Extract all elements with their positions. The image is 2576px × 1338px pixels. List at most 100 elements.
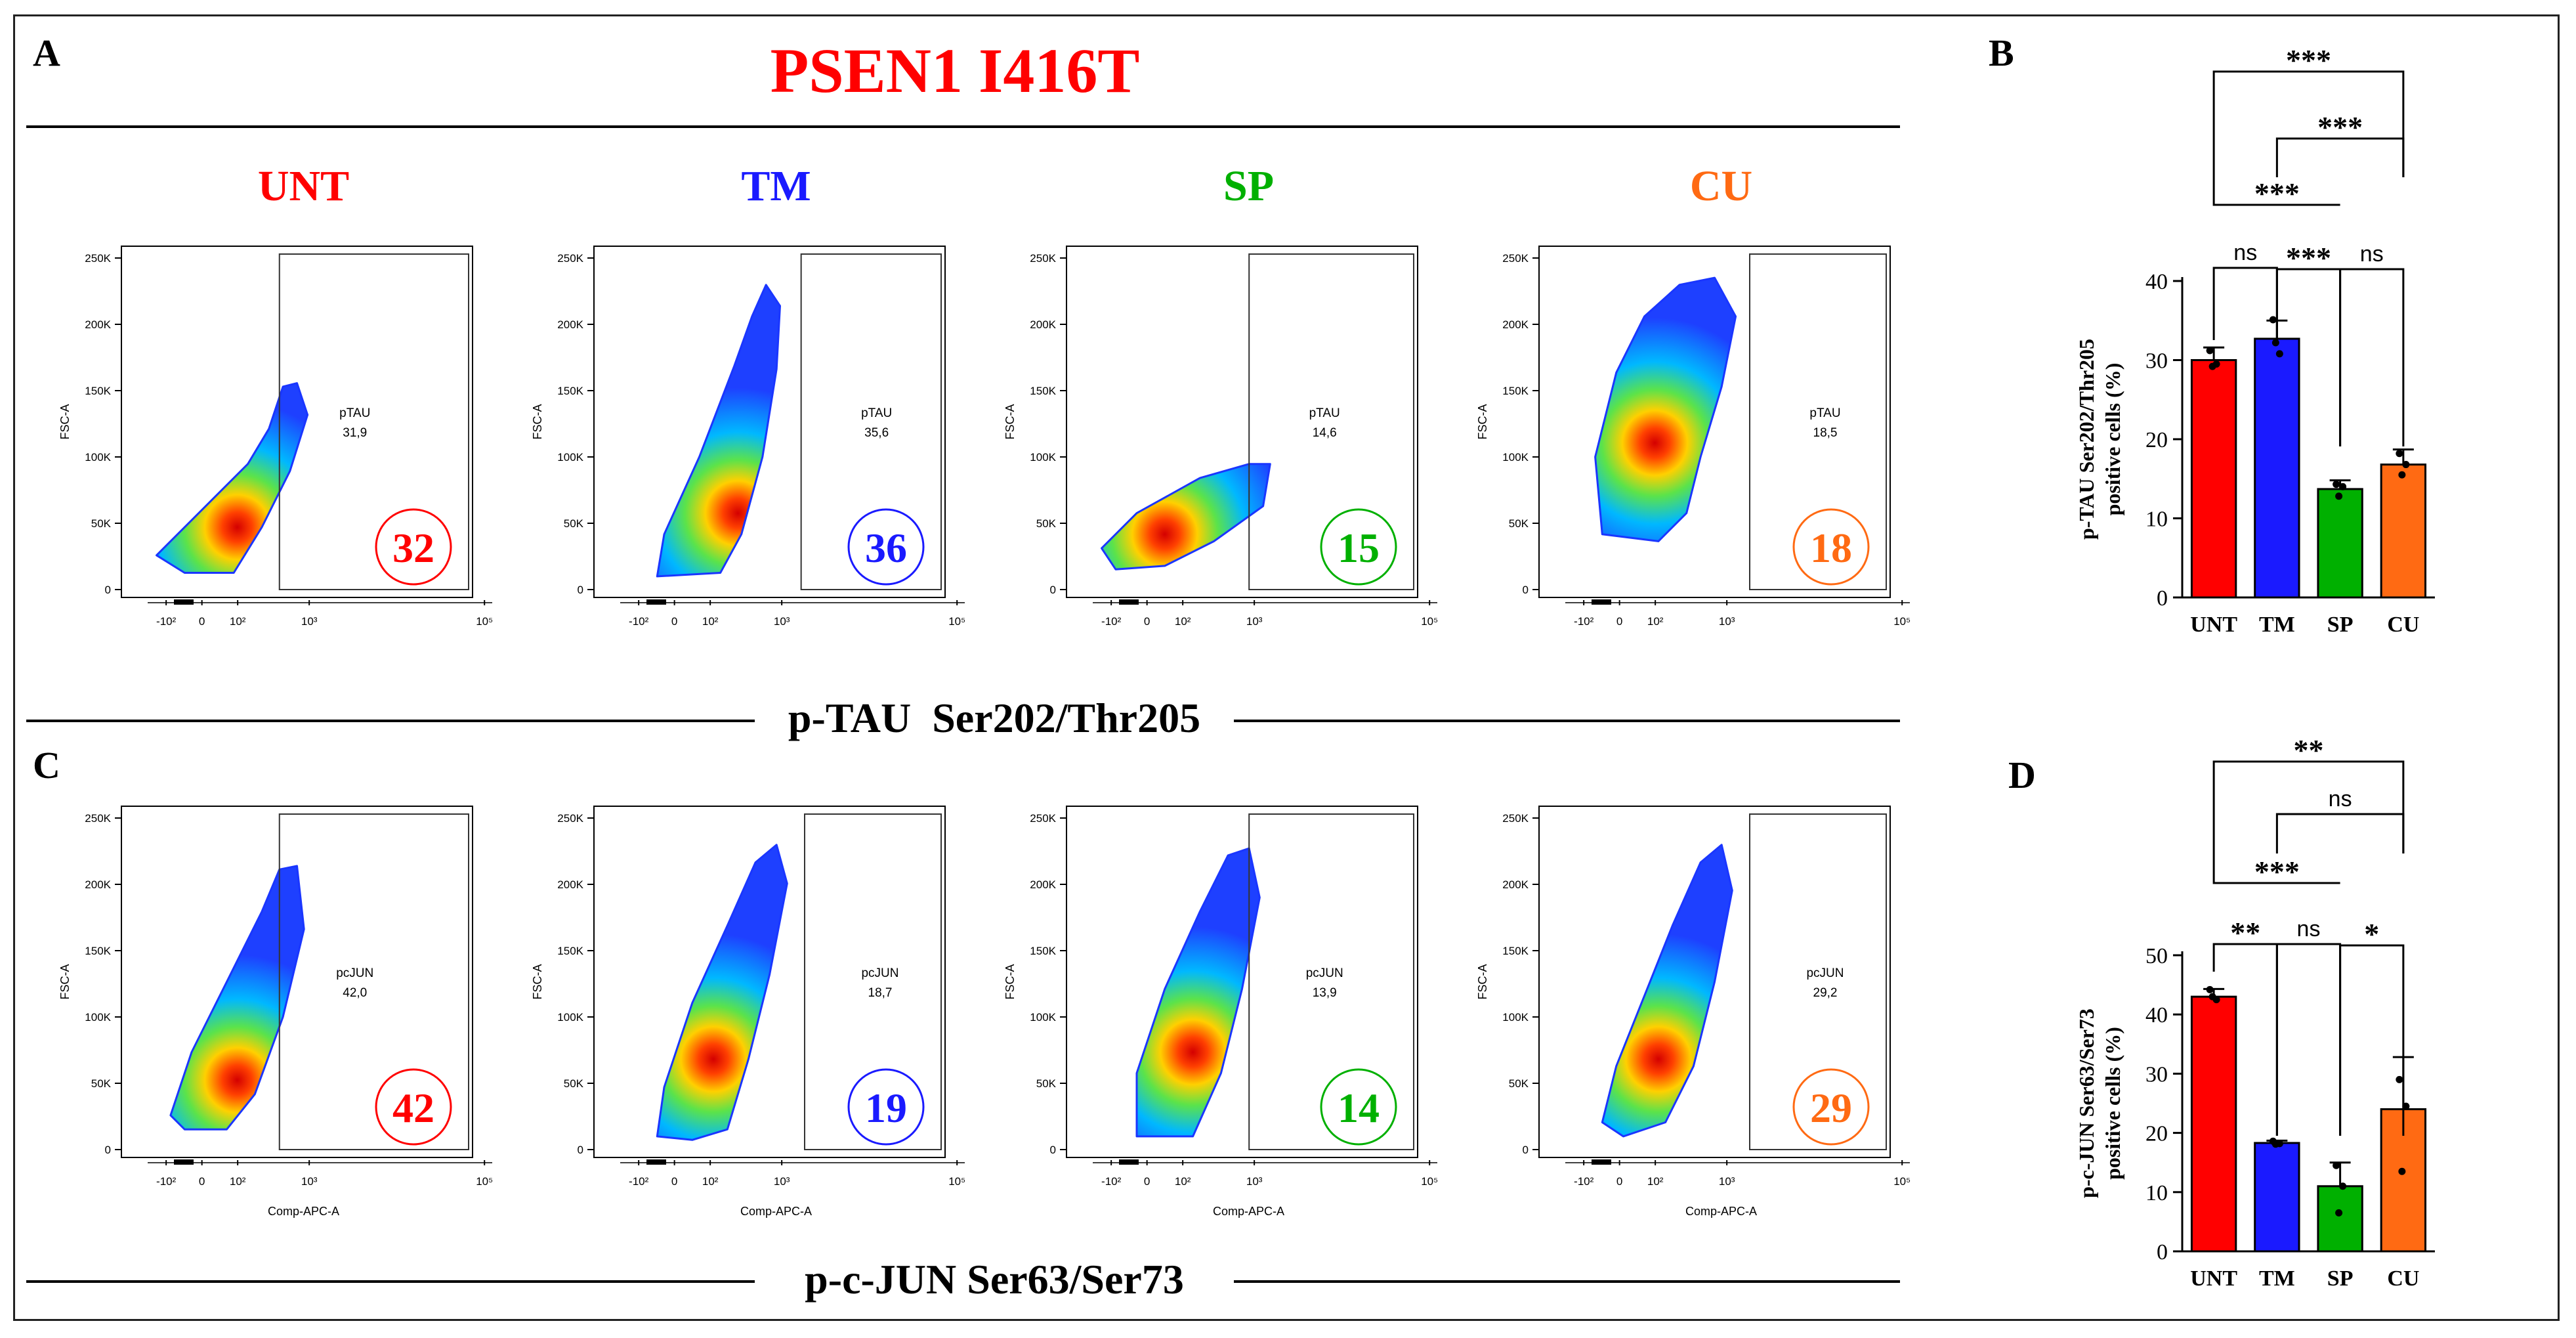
significance-label: *** bbox=[2286, 43, 2331, 77]
y-tick-label: 50 bbox=[2145, 944, 2168, 968]
gate-name: pcJUN bbox=[861, 966, 898, 980]
gate-value: 35,6 bbox=[864, 426, 889, 440]
y-tick-label: 50K bbox=[1509, 1077, 1529, 1090]
x-tick-label: 10² bbox=[1647, 1175, 1664, 1188]
main-title: PSEN1 I416T bbox=[771, 35, 1140, 106]
x-tick-label: 0 bbox=[671, 615, 677, 628]
y-tick-label: 50K bbox=[1509, 517, 1529, 530]
figure-frame bbox=[13, 14, 2560, 1321]
density-blob bbox=[1101, 463, 1271, 571]
x-axis-zero-cluster bbox=[1119, 599, 1139, 605]
data-point-sp bbox=[2339, 1182, 2347, 1190]
panel-letter-d: D bbox=[2008, 754, 2036, 796]
x-tick-label-tm: TM bbox=[2259, 1266, 2295, 1291]
significance-bracket bbox=[2275, 137, 2405, 177]
y-tick-label: 200K bbox=[557, 318, 583, 331]
significance-bracket bbox=[2212, 70, 2405, 177]
y-tick-label: 50K bbox=[1036, 1077, 1057, 1090]
gate-rectangle bbox=[804, 813, 942, 1150]
panel-letter-a: A bbox=[33, 32, 60, 74]
y-tick-label: 250K bbox=[557, 252, 583, 265]
density-blob bbox=[656, 284, 781, 578]
significance-label: *** bbox=[2254, 177, 2300, 210]
y-tick-label: 150K bbox=[85, 385, 111, 397]
gate-value: 13,9 bbox=[1313, 986, 1337, 1000]
x-axis-zero-cluster bbox=[1119, 1159, 1139, 1165]
y-tick-label: 100K bbox=[557, 1011, 583, 1024]
y-tick-label: 10 bbox=[2145, 507, 2168, 532]
panel-letter-c: C bbox=[33, 744, 60, 787]
gate-value: 29,2 bbox=[1813, 986, 1838, 1000]
x-tick-label: 10³ bbox=[301, 615, 318, 628]
flow-plot-tau-sp: SP 0 50K 100K 150K 200K 250K FSC-A -10² 0 10² 10³ 10… bbox=[1003, 162, 1438, 628]
data-point-sp bbox=[2339, 483, 2347, 490]
data-point-tm bbox=[2271, 339, 2279, 347]
data-point-unt bbox=[2208, 362, 2216, 370]
x-axis-label: Comp-APC-A bbox=[268, 1205, 339, 1218]
x-tick-label: 10³ bbox=[1246, 615, 1263, 628]
condition-header-sp: SP bbox=[1223, 162, 1274, 210]
bar-chart-d: 0 10 20 30 40 50 p-c-JUN Ser63/Ser73 positive c… bbox=[2075, 733, 2435, 1291]
x-tick-label: 0 bbox=[1144, 615, 1150, 628]
x-tick-label: 0 bbox=[1616, 615, 1622, 628]
x-tick-label: -10² bbox=[156, 1175, 177, 1188]
y-tick-label: 0 bbox=[1523, 584, 1529, 596]
y-tick-label: 50K bbox=[1036, 517, 1057, 530]
bar-sp bbox=[2317, 1185, 2363, 1253]
significance-label: ** bbox=[2294, 733, 2324, 767]
y-tick-label: 250K bbox=[557, 812, 583, 825]
x-tick-label: 10³ bbox=[1719, 1175, 1735, 1188]
y-tick-label: 250K bbox=[85, 252, 111, 265]
gate-value: 18,5 bbox=[1813, 426, 1838, 440]
y-tick-label: 150K bbox=[1030, 945, 1056, 957]
x-tick-label: 0 bbox=[199, 1175, 205, 1188]
gate-rectangle bbox=[1749, 253, 1887, 590]
y-tick-label: 50K bbox=[91, 517, 112, 530]
y-tick-label: 250K bbox=[1502, 252, 1529, 265]
jun-section-label-bg bbox=[755, 1254, 1234, 1306]
data-point-cu bbox=[2396, 450, 2403, 458]
tau-section-label-bg bbox=[755, 693, 1234, 745]
x-tick-label: 10⁵ bbox=[476, 615, 493, 628]
y-tick-label: 150K bbox=[85, 945, 111, 957]
y-tick-label: 100K bbox=[85, 451, 111, 464]
significance-label: ns bbox=[2297, 917, 2321, 941]
y-axis-label: positive cells (%) bbox=[2101, 1027, 2124, 1180]
y-tick-label: 30 bbox=[2145, 1062, 2168, 1087]
bar-unt bbox=[2190, 359, 2237, 599]
x-tick-label-unt: UNT bbox=[2190, 613, 2237, 637]
y-tick-label: 200K bbox=[85, 878, 111, 891]
x-tick-label: 0 bbox=[1144, 1175, 1150, 1188]
x-tick-label: 10⁵ bbox=[948, 615, 965, 628]
y-tick-label: 150K bbox=[557, 945, 583, 957]
x-axis-zero-cluster bbox=[646, 599, 666, 605]
x-axis-label: Comp-APC-A bbox=[1213, 1205, 1284, 1218]
data-point-tm bbox=[2275, 350, 2283, 358]
gate-rectangle bbox=[278, 253, 469, 590]
flow-plot-tau-unt: UNT 0 50K 100K 150K 200K 250K FSC-A -10² 0 10² 10³ 1… bbox=[58, 162, 493, 628]
x-tick-label-cu: CU bbox=[2387, 613, 2419, 637]
x-tick-label: 10² bbox=[702, 615, 719, 628]
y-tick-label: 0 bbox=[578, 584, 583, 596]
significance-bracket bbox=[2212, 267, 2278, 340]
significance-label: ns bbox=[2233, 240, 2257, 265]
y-tick-label: 150K bbox=[1502, 945, 1529, 957]
flow-plot-jun-cu: 0 50K 100K 150K 200K 250K FSC-A -10² 0 10² 10³ 10⁵ C… bbox=[1476, 806, 1911, 1218]
y-tick-label: 50K bbox=[564, 517, 584, 530]
y-tick-label: 250K bbox=[1030, 252, 1056, 265]
bar-unt bbox=[2190, 995, 2237, 1253]
percent-circle bbox=[1320, 1068, 1397, 1146]
x-tick-label: -10² bbox=[1101, 1175, 1122, 1188]
y-axis-label: p-TAU Ser202/Thr205 bbox=[2075, 339, 2098, 540]
significance-label: ns bbox=[2360, 242, 2384, 267]
significance-label: *** bbox=[2254, 855, 2300, 888]
significance-label: ** bbox=[2230, 916, 2260, 949]
gate-name: pTAU bbox=[1809, 406, 1840, 420]
y-tick-label: 100K bbox=[1030, 451, 1056, 464]
y-tick-label: 0 bbox=[1523, 1144, 1529, 1156]
x-axis-zero-cluster bbox=[1592, 599, 1611, 605]
x-axis-label: Comp-APC-A bbox=[1685, 1205, 1757, 1218]
jun-section-label: p-c-JUN Ser63/Ser73 bbox=[805, 1256, 1184, 1303]
y-tick-label: 100K bbox=[1030, 1011, 1056, 1024]
data-point-unt bbox=[2208, 993, 2216, 1001]
